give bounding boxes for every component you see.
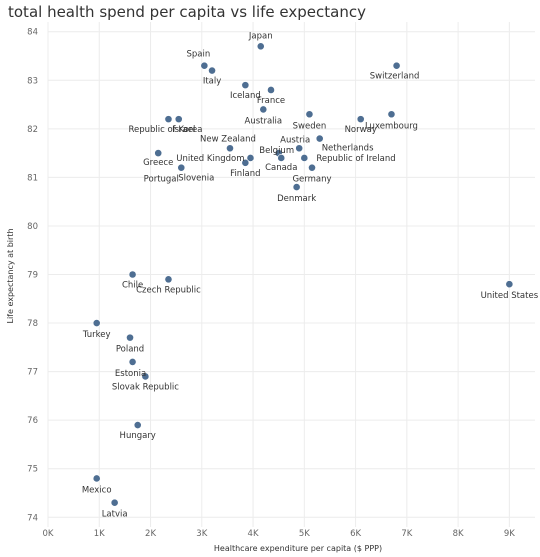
point-label: Sweden (293, 121, 327, 131)
data-point[interactable] (241, 158, 250, 167)
data-point[interactable] (128, 270, 137, 279)
point-label: Finland (230, 169, 260, 179)
data-point[interactable] (200, 61, 209, 70)
x-tick-label: 1K (94, 529, 105, 539)
point-label: Australia (245, 116, 283, 126)
point-label: Denmark (277, 194, 316, 204)
point-label: Spain (186, 50, 210, 60)
data-point[interactable] (164, 115, 173, 124)
grid-layer (47, 22, 535, 527)
data-point[interactable] (505, 280, 514, 289)
data-point[interactable] (208, 66, 216, 75)
y-tick-label: 75 (27, 465, 38, 475)
data-point[interactable] (226, 144, 234, 153)
y-tick-label: 83 (27, 76, 38, 86)
data-point[interactable] (267, 86, 275, 94)
point-label: Austria (280, 135, 310, 145)
data-point[interactable] (174, 115, 183, 124)
data-point[interactable] (92, 474, 101, 483)
x-tick-label: 6K (350, 529, 361, 539)
data-point[interactable] (292, 183, 301, 191)
point-label: Turkey (82, 330, 111, 340)
data-point[interactable] (356, 115, 365, 124)
point-label: Chile (122, 281, 143, 291)
point-label: Greece (143, 158, 173, 168)
y-tick-label: 84 (27, 28, 38, 38)
data-point[interactable] (241, 81, 250, 90)
data-point[interactable] (92, 319, 101, 327)
point-label: Norway (345, 125, 377, 135)
x-tick-label: 2K (145, 529, 156, 539)
y-tick-label: 81 (27, 173, 38, 183)
data-point[interactable] (277, 154, 286, 162)
point-label: Estonia (115, 369, 146, 379)
x-tick-label: 0K (43, 529, 54, 539)
y-tick-label: 74 (27, 513, 38, 523)
point-label: New Zealand (200, 134, 256, 144)
point-label: Slovenia (178, 174, 214, 184)
point-label: Poland (116, 345, 144, 355)
y-tick-label: 79 (27, 271, 38, 281)
y-tick-label: 78 (27, 319, 38, 329)
point-label: Latvia (102, 510, 128, 520)
x-tick-label: 5K (299, 529, 310, 539)
point-label: Luxembourg (365, 121, 418, 131)
point-label: Switzerland (370, 72, 420, 82)
y-axis-title: Life expectancy at birth (6, 228, 15, 323)
data-point[interactable] (128, 358, 137, 366)
y-tick-label: 80 (27, 222, 38, 232)
data-point[interactable] (177, 163, 186, 172)
point-label: Japan (248, 31, 273, 41)
x-tick-label: 8K (453, 529, 464, 539)
data-point[interactable] (259, 105, 268, 114)
y-tick-label: 77 (27, 368, 38, 378)
point-label: Germany (292, 175, 331, 185)
point-label: Czech Republic (136, 285, 201, 295)
point-label: Iceland (230, 91, 261, 101)
tick-layer: 74 75 76 77 78 79 80 81 82 83 84 0K 1K 2K 3K 4K 5K 6K 7K 8K… (27, 28, 515, 539)
data-point[interactable] (133, 421, 142, 429)
point-label: Netherlands (322, 144, 374, 154)
point-label: Republic of Ireland (316, 154, 395, 164)
data-point[interactable] (308, 163, 316, 172)
x-tick-label: 3K (196, 529, 207, 539)
point-label: Slovak Republic (112, 382, 179, 392)
point-label: France (257, 96, 285, 106)
point-label: Italy (203, 77, 221, 87)
data-point[interactable] (154, 149, 163, 158)
x-axis-title: Healthcare expenditure per capita ($ PPP… (214, 544, 382, 553)
point-label: Belgium (259, 146, 294, 156)
point-label: Portugal (144, 175, 179, 185)
data-point[interactable] (141, 372, 150, 381)
x-tick-label: 4K (248, 529, 259, 539)
point-label: Mexico (82, 485, 112, 495)
data-point[interactable] (305, 110, 314, 119)
data-point[interactable] (387, 110, 396, 119)
data-point[interactable] (256, 42, 265, 51)
point-label: United Kingdom (176, 154, 244, 164)
point-label: Hungary (120, 431, 156, 441)
data-point[interactable] (110, 498, 119, 507)
chart-title: total health spend per capita vs life ex… (8, 3, 366, 21)
data-point[interactable] (295, 144, 304, 153)
data-point[interactable] (246, 154, 255, 162)
point-label: Republic of Korea (128, 125, 202, 135)
data-point[interactable] (126, 333, 134, 342)
x-tick-label: 9K (504, 529, 515, 539)
data-point[interactable] (300, 154, 309, 162)
point-label: Israel (172, 125, 195, 135)
point-label: United States (481, 291, 539, 301)
y-tick-label: 76 (27, 416, 38, 426)
y-tick-label: 82 (27, 125, 38, 135)
data-point[interactable] (392, 61, 401, 70)
x-tick-label: 7K (401, 529, 412, 539)
point-layer (92, 42, 514, 507)
data-point[interactable] (164, 275, 173, 284)
point-label: Canada (265, 163, 297, 173)
data-point[interactable] (315, 134, 324, 143)
